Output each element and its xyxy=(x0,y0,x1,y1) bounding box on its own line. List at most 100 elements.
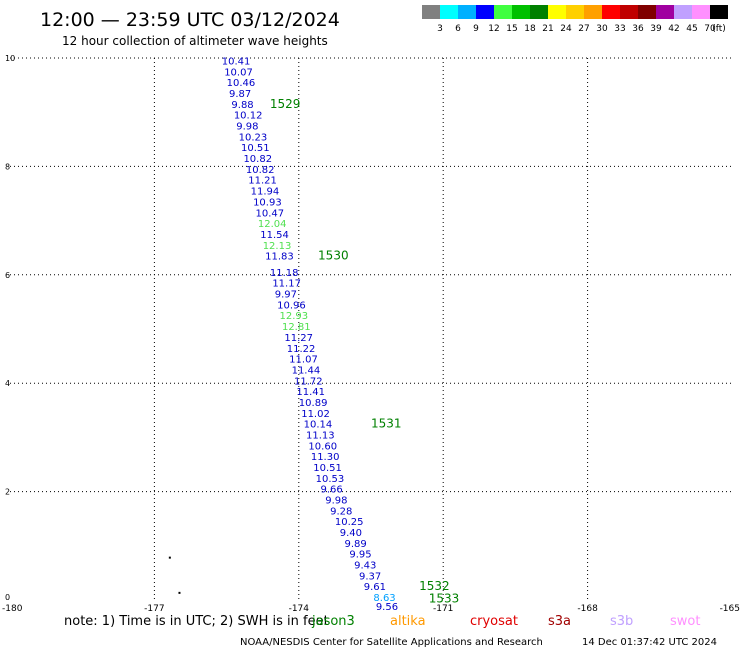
wave-height-label: 10.46 xyxy=(227,78,256,89)
wave-height-label: 9.98 xyxy=(325,496,347,507)
time-label: 1531 xyxy=(371,417,402,431)
wave-height-label: 9.28 xyxy=(330,506,352,517)
y-tick-label: 2 xyxy=(5,488,10,497)
wave-height-label: 9.88 xyxy=(231,100,253,111)
color-scale-swatch xyxy=(512,5,530,19)
color-scale-swatch xyxy=(458,5,476,19)
wave-height-label: 11.02 xyxy=(301,409,330,420)
color-scale-swatch xyxy=(566,5,584,19)
color-scale-swatch xyxy=(656,5,674,19)
wave-height-label: 11.07 xyxy=(289,355,318,366)
y-tick-label: 0 xyxy=(5,593,10,602)
time-label: 1529 xyxy=(270,97,301,111)
color-scale-swatch xyxy=(674,5,692,19)
wave-height-label: 11.72 xyxy=(294,376,323,387)
wave-height-label: 10.12 xyxy=(234,111,263,122)
wave-height-label: 10.93 xyxy=(253,197,282,208)
color-scale-swatch xyxy=(476,5,494,19)
wave-height-label: 9.40 xyxy=(340,528,362,539)
legend-s3b: s3b xyxy=(610,614,633,629)
legend-cryosat: cryosat xyxy=(470,614,518,629)
color-scale-label: 24 xyxy=(560,24,572,34)
x-tick-label: -180 xyxy=(2,604,23,614)
wave-height-label: 10.23 xyxy=(239,132,268,143)
wave-height-label: 11.54 xyxy=(260,230,289,241)
x-tick-label: -165 xyxy=(720,604,740,614)
color-scale-label: 33 xyxy=(614,24,625,34)
grid-lines xyxy=(10,57,732,600)
wave-height-label: 12.13 xyxy=(263,241,292,252)
satellite-legend: jason3 altika cryosat s3a s3b swot xyxy=(311,614,700,629)
wave-height-label: 9.37 xyxy=(359,571,381,582)
wave-height-label: 9.56 xyxy=(376,602,398,613)
wave-height-label: 12.04 xyxy=(258,219,287,230)
color-scale-swatch xyxy=(440,5,458,19)
time-label: 1530 xyxy=(318,249,349,263)
wave-height-label: 11.27 xyxy=(284,333,313,344)
wave-height-label: 10.14 xyxy=(304,420,333,431)
y-tick-label: 8 xyxy=(5,162,10,171)
y-tick-label: 4 xyxy=(5,379,10,388)
wave-height-label: 9.43 xyxy=(354,561,376,572)
color-scale-label: 9 xyxy=(473,24,479,34)
chart-subtitle: 12 hour collection of altimeter wave hei… xyxy=(62,34,328,48)
color-scale-label: 70 xyxy=(704,24,716,34)
color-scale-swatch xyxy=(548,5,566,19)
color-scale-label: (ft) xyxy=(712,24,726,34)
data-points: 10.4110.0710.469.879.8810.129.9810.2310.… xyxy=(222,57,398,613)
time-label: 1533 xyxy=(429,592,460,606)
wave-height-label: 11.83 xyxy=(265,252,294,263)
axis-ticks: -180 -177 -174 -171 -168 -165 0 2 4 6 8 10 xyxy=(2,54,740,614)
wave-height-label: 10.60 xyxy=(308,441,337,452)
wave-height-label: 11.22 xyxy=(287,344,316,355)
x-tick-label: -174 xyxy=(289,604,310,614)
color-scale-label: 42 xyxy=(668,24,679,34)
wave-height-label: 11.21 xyxy=(248,176,277,187)
wave-height-label: 10.07 xyxy=(224,67,253,78)
wave-height-label: 9.98 xyxy=(236,122,258,133)
color-scale-label: 15 xyxy=(506,24,517,34)
wave-height-label: 9.87 xyxy=(229,89,251,100)
time-label: 1532 xyxy=(419,579,450,593)
color-scale: 3 6 9 12 15 18 21 24 27 30 33 36 39 42 45 70(ft) xyxy=(422,5,728,34)
wave-height-label: 11.44 xyxy=(292,365,321,376)
color-scale-swatch xyxy=(620,5,638,19)
wave-height-label: 11.18 xyxy=(270,268,299,279)
color-scale-swatch xyxy=(692,5,710,19)
color-scale-swatch xyxy=(602,5,620,19)
data-mark xyxy=(168,556,171,559)
y-tick-label: 10 xyxy=(5,54,15,63)
wave-height-label: 11.13 xyxy=(306,430,335,441)
color-scale-label: 45 xyxy=(686,24,697,34)
color-scale-label: 6 xyxy=(455,24,461,34)
x-tick-label: -177 xyxy=(144,604,164,614)
footer-credit: NOAA/NESDIS Center for Satellite Applica… xyxy=(240,637,543,648)
wave-height-label: 12.93 xyxy=(280,311,309,322)
color-scale-swatch xyxy=(584,5,602,19)
extra-marks xyxy=(168,556,181,594)
wave-height-label: 10.82 xyxy=(243,154,272,165)
color-scale-label: 3 xyxy=(437,24,443,34)
color-scale-label: 39 xyxy=(650,24,662,34)
wave-height-label: 10.89 xyxy=(299,398,328,409)
wave-height-label: 10.51 xyxy=(241,143,270,154)
wave-height-label: 9.89 xyxy=(345,539,367,550)
wave-height-label: 11.30 xyxy=(311,452,340,463)
wave-height-label: 10.82 xyxy=(246,165,275,176)
wave-height-label: 10.51 xyxy=(313,463,342,474)
color-scale-label: 18 xyxy=(524,24,536,34)
wave-height-label: 9.66 xyxy=(320,485,342,496)
wave-height-label: 10.41 xyxy=(222,57,251,68)
color-scale-swatch xyxy=(638,5,656,19)
legend-swot: swot xyxy=(670,614,700,629)
legend-jason3: jason3 xyxy=(311,614,355,629)
wave-height-label: 10.25 xyxy=(335,517,364,528)
footer-note: note: 1) Time is in UTC; 2) SWH is in fe… xyxy=(64,614,329,629)
data-mark xyxy=(178,591,181,594)
wave-height-label: 10.47 xyxy=(255,208,284,219)
y-tick-label: 6 xyxy=(5,271,10,280)
wave-height-label: 9.95 xyxy=(349,550,371,561)
legend-altika: altika xyxy=(390,614,426,629)
wave-height-label: 10.96 xyxy=(277,300,306,311)
